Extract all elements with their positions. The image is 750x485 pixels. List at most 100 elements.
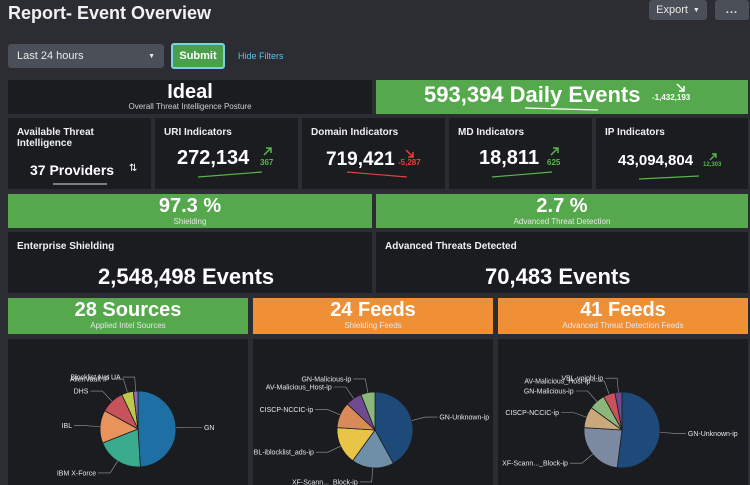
- pie-label-alienvault-ip: AlienVault IP: [70, 377, 110, 384]
- pie-label-gn-unknown-ip: GN-Unknown-ip: [688, 431, 738, 438]
- posture-value: Ideal: [167, 81, 213, 103]
- pie-label-av-malicious-host-ip: AV-Malicious_Host-ip: [524, 379, 590, 386]
- shielding-feeds-panel: 24 Feeds Shielding Feeds: [253, 298, 493, 334]
- leader-line-xf-scann-block-ip: [359, 467, 373, 483]
- advanced-percent-value: 2.7 %: [536, 195, 588, 217]
- pie-label-av-malicious-host-ip: AV-Malicious_Host-ip: [266, 384, 332, 391]
- pie-label-vbl-voipbl-ip: VBL-voipbl-ip: [561, 376, 603, 383]
- shielding-percent-value: 97.3 %: [158, 195, 222, 217]
- arrow-down-right-icon: [405, 149, 414, 158]
- pie-label-xf-scann-block-ip: XF-Scann..._Block-ip: [502, 461, 568, 468]
- pie-label-ciscp-nccic-ip: CISCP-NCCIC-ip: [260, 407, 314, 414]
- pie-label-blocklist-net-ua: Blocklist Net UA: [71, 375, 122, 382]
- submit-button[interactable]: Submit: [171, 43, 225, 69]
- caret-down-icon: ▼: [692, 6, 700, 14]
- daily-events-delta: -1,432,193: [652, 93, 691, 102]
- md-delta: 625: [547, 158, 561, 167]
- shielding-feeds-pie-chart: GN-Unknown-ip XF-Scann..._Block-ip IBL-ibl…: [252, 376, 490, 485]
- uri-trend: [197, 171, 263, 178]
- advanced-percent-label: Advanced Threat Detection: [513, 217, 611, 226]
- ip-title: IP Indicators: [605, 127, 665, 138]
- arrow-down-right-icon: [676, 83, 685, 92]
- time-range-select[interactable]: Last 24 hours ▼: [8, 44, 164, 68]
- pie-slice-xf-scann-block-ip[interactable]: [583, 427, 623, 469]
- shielding-feeds-label: Shielding Feeds: [344, 321, 402, 330]
- ip-trend: [638, 175, 700, 180]
- pie-slice-vbl-voipbl-ip[interactable]: [614, 391, 623, 431]
- pie-label-gn-malicious-ip: GN-Malicious-ip: [301, 376, 351, 383]
- leader-line-av-malicious-host-ip: [592, 380, 610, 395]
- leader-line-gn-malicious-ip: [353, 378, 369, 393]
- advanced-percent-panel: 2.7 % Advanced Threat Detection: [376, 194, 748, 228]
- pie-label-ibm-x-force: IBM X-Force: [57, 470, 96, 477]
- advanced-feeds-value: 41 Feeds: [580, 299, 666, 321]
- pie-label-gn-malicious-ip: GN-Malicious-ip: [524, 388, 574, 395]
- advanced-feeds-chart-panel: GN-Unknown-ip XF-Scann..._Block-ip CISCP-N…: [498, 339, 748, 485]
- md-value: 18,811: [479, 147, 540, 169]
- export-label: Export: [656, 4, 688, 16]
- sources-label: Applied Intel Sources: [90, 321, 166, 330]
- posture-panel: Ideal Overall Threat Intelligence Postur…: [8, 80, 372, 114]
- domain-value: 719,421: [326, 149, 395, 170]
- ip-panel: IP Indicators 43,094,804 12,303: [596, 118, 748, 189]
- uri-title: URI Indicators: [164, 127, 232, 138]
- domain-title: Domain Indicators: [311, 127, 399, 138]
- pie-label-ciscp-nccic-ip: CISCP-NCCIC-ip: [505, 410, 559, 417]
- pie-label-ibl-iblocklist-ads-ip: IBL-iblocklist_ads-ip: [253, 450, 314, 457]
- shielding-feeds-chart-panel: GN-Unknown-ip XF-Scann..._Block-ip IBL-ibl…: [252, 339, 493, 485]
- leader-line-blocklist-net-ua: [122, 376, 136, 392]
- leader-line-gn-unknown-ip: [659, 432, 686, 434]
- caret-down-icon: ▼: [148, 52, 155, 60]
- export-button[interactable]: Export ▼: [649, 0, 707, 20]
- pie-label-ibl: IBL: [62, 423, 73, 430]
- more-options-button[interactable]: ...: [715, 0, 749, 20]
- leader-line-gn-unknown-ip: [411, 416, 438, 421]
- leader-line-xf-scann-block-ip: [569, 453, 593, 464]
- advanced-feeds-pie-chart: GN-Unknown-ip XF-Scann..._Block-ip CISCP-N…: [502, 376, 738, 469]
- providers-title: Available Threat Intelligence: [17, 127, 94, 149]
- shielding-feeds-value: 24 Feeds: [330, 299, 416, 321]
- uri-value: 272,134: [177, 147, 250, 169]
- uri-panel: URI Indicators 272,134 367: [155, 118, 298, 189]
- pie-slice-xf-scann-block-ip[interactable]: [352, 429, 394, 469]
- uri-delta: 367: [260, 158, 274, 167]
- leader-line-ciscp-nccic-ip: [561, 412, 587, 418]
- pie-label-dhs: DHS: [74, 389, 89, 396]
- advanced-threats-panel: Advanced Threats Detected 70,483 Events: [376, 232, 748, 293]
- time-range-value: Last 24 hours: [17, 50, 84, 62]
- arrow-up-right-icon: [550, 147, 559, 156]
- providers-trend: [53, 183, 107, 185]
- sort-icon: ⇅: [129, 163, 138, 174]
- hide-filters-link[interactable]: Hide Filters: [238, 51, 284, 61]
- md-trend: [491, 171, 553, 178]
- ip-delta: 12,303: [703, 162, 722, 168]
- domain-panel: Domain Indicators 719,421 -5,287: [302, 118, 445, 189]
- sources-value: 28 Sources: [74, 299, 182, 321]
- pie-label-gn: GN: [204, 425, 215, 432]
- sources-chart-panel: GN IBM X-Force IBL DHS AlienVault IP Blocklis…: [8, 339, 248, 485]
- page-title: Report- Event Overview: [8, 3, 212, 23]
- providers-value: 37 Providers: [30, 162, 115, 178]
- domain-trend: [346, 171, 408, 178]
- advanced-threats-value: 70,483 Events: [485, 264, 631, 289]
- leader-line-dhs: [90, 390, 113, 402]
- leader-line-ciscp-nccic-ip: [315, 409, 341, 416]
- leader-line-ibl-iblocklist-ads-ip: [315, 445, 341, 453]
- leader-line-av-malicious-host-ip: [333, 386, 354, 399]
- leader-line-gn-malicious-ip: [575, 390, 598, 402]
- domain-delta: -5,287: [398, 158, 421, 167]
- enterprise-shielding-panel: Enterprise Shielding 2,548,498 Events: [8, 232, 372, 293]
- shielding-percent-panel: 97.3 % Shielding: [8, 194, 372, 228]
- providers-panel: Available Threat Intelligence 37 Provide…: [8, 118, 151, 189]
- enterprise-shielding-value: 2,548,498 Events: [98, 264, 275, 289]
- daily-events-value: 593,394 Daily Events: [424, 82, 641, 107]
- pie-label-gn-unknown-ip: GN-Unknown-ip: [439, 415, 489, 422]
- md-panel: MD Indicators 18,811 625: [449, 118, 592, 189]
- arrow-up-right-icon: [263, 147, 272, 156]
- leader-line-ibl: [74, 425, 101, 427]
- daily-events-trend: [524, 107, 599, 111]
- pie-slice-gn[interactable]: [137, 390, 177, 468]
- shielding-percent-label: Shielding: [173, 217, 207, 226]
- pie-slice-gn-unknown-ip[interactable]: [616, 391, 661, 469]
- advanced-feeds-label: Advanced Threat Detection Feeds: [562, 321, 684, 330]
